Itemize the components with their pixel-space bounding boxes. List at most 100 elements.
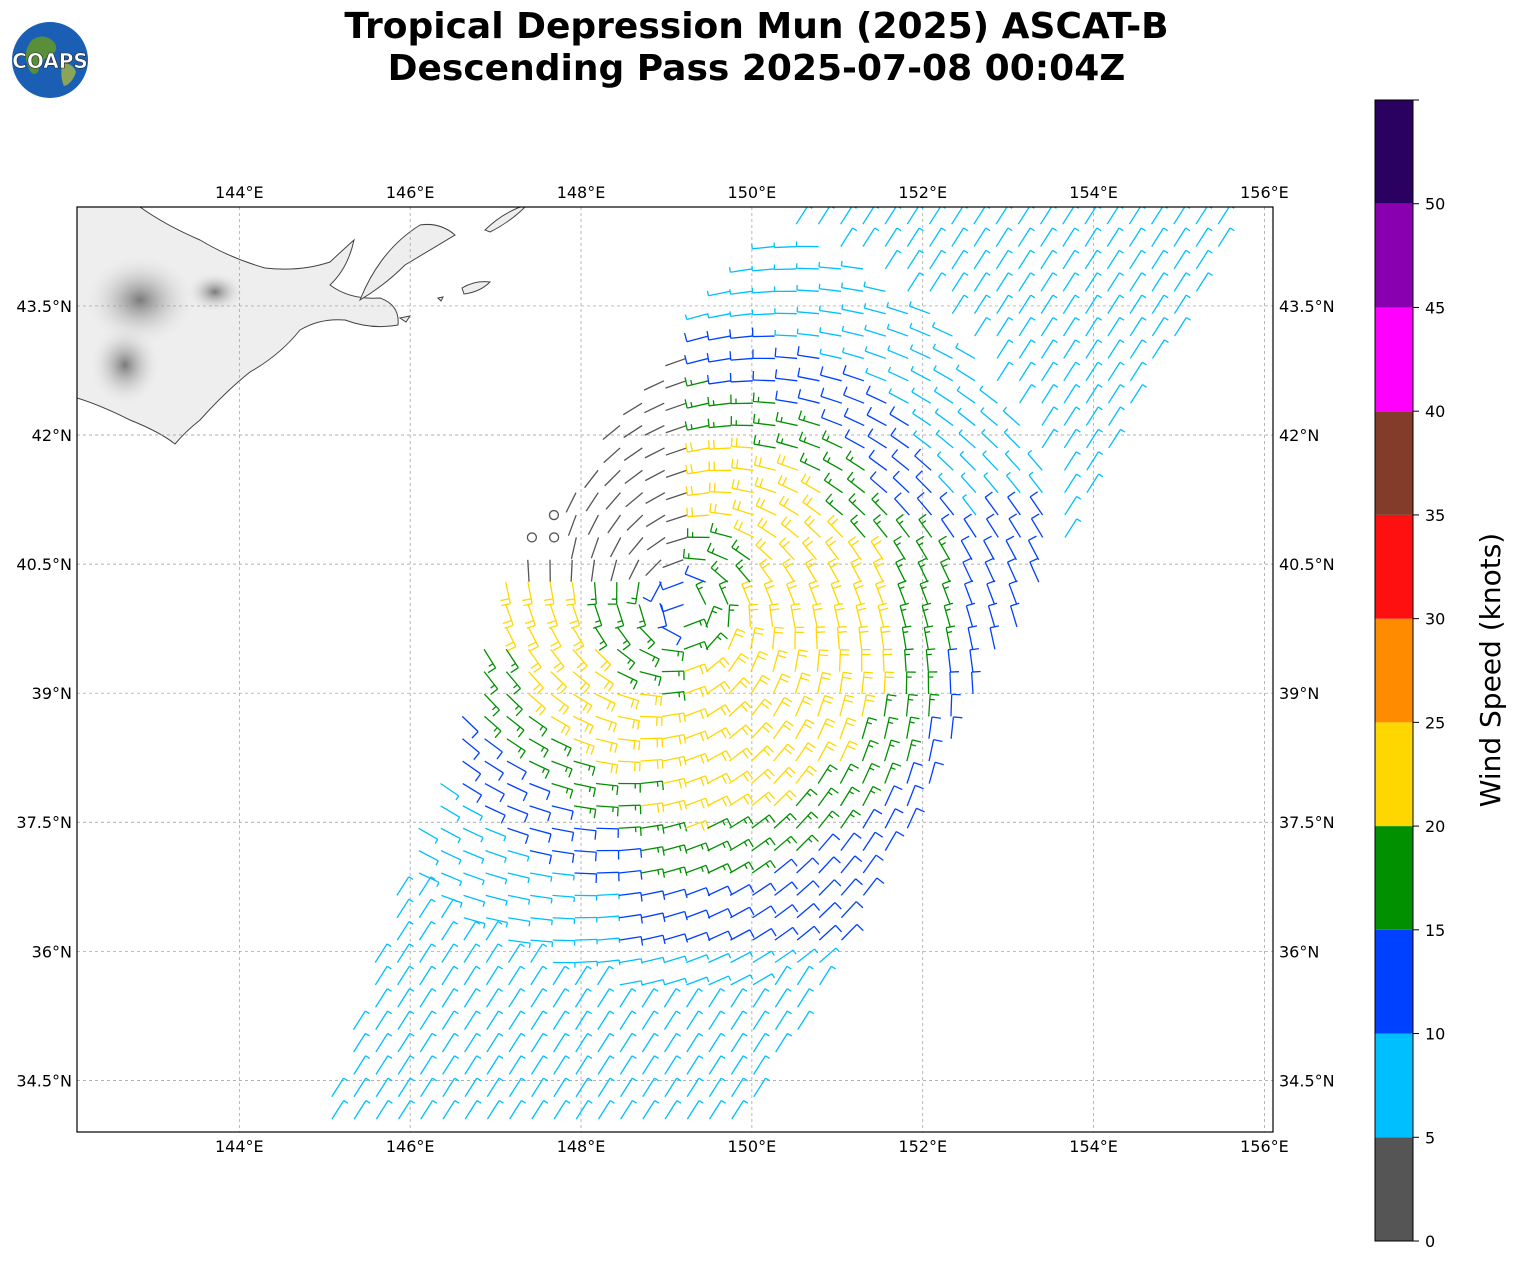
wind-barb xyxy=(843,407,865,427)
wind-barb xyxy=(565,582,576,606)
wind-barb xyxy=(1062,249,1080,270)
wind-barb xyxy=(751,882,777,896)
wind-barb xyxy=(949,671,959,695)
wind-barb xyxy=(708,461,732,472)
wind-barb xyxy=(752,988,770,1008)
wind-barb xyxy=(485,943,503,963)
wind-barb xyxy=(484,760,504,781)
wind-barb xyxy=(899,602,910,628)
lon-tick-label: 150°E xyxy=(728,1137,777,1156)
wind-barb xyxy=(594,648,612,672)
lon-tick-label: 148°E xyxy=(557,1137,606,1156)
wind-barb xyxy=(605,492,621,510)
wind-barb xyxy=(570,537,577,560)
wind-barb xyxy=(596,827,620,838)
wind-barb xyxy=(597,959,621,966)
wind-barb xyxy=(752,927,777,941)
wind-barb xyxy=(419,1010,437,1030)
wind-barb xyxy=(882,648,893,672)
wind-barb xyxy=(818,902,842,919)
wind-barb xyxy=(686,1077,704,1098)
wind-barb xyxy=(1040,316,1058,337)
wind-barb xyxy=(573,760,596,776)
wind-barb xyxy=(708,1077,726,1098)
wind-barb xyxy=(951,272,969,292)
wind-barb xyxy=(796,903,821,919)
wind-barb xyxy=(573,805,597,819)
lat-tick-label: 40.5°N xyxy=(1279,555,1335,574)
wind-barb xyxy=(1173,294,1191,315)
colorbar-label: Wind Speed (knots) xyxy=(1474,533,1507,807)
wind-barb xyxy=(1107,294,1125,315)
wind-barb xyxy=(928,738,943,762)
wind-barb xyxy=(597,988,615,1008)
wind-barb xyxy=(820,408,843,427)
wind-barb xyxy=(893,535,906,561)
wind-barb xyxy=(863,303,886,315)
wind-barb xyxy=(1018,294,1036,315)
wind-barb xyxy=(817,764,838,784)
wind-barb xyxy=(1028,471,1043,494)
wind-barb xyxy=(840,227,858,247)
wind-barb xyxy=(550,693,570,715)
wind-barb xyxy=(662,712,686,723)
wind-barb xyxy=(1005,471,1021,494)
wind-barb xyxy=(552,894,576,903)
wind-barb xyxy=(645,492,666,505)
map-gridlines xyxy=(77,207,1273,1132)
wind-barb xyxy=(731,458,754,471)
wind-barb xyxy=(1017,207,1035,225)
wind-barb xyxy=(728,677,751,695)
wind-barb xyxy=(616,648,636,671)
colorbar-bin xyxy=(1375,411,1413,515)
lat-tick-labels-left: 43.5°N 42°N 40.5°N 39°N 37.5°N 36°N 34.5°N xyxy=(16,297,72,1090)
wind-barb xyxy=(463,850,485,864)
wind-barb xyxy=(884,785,903,807)
wind-barb xyxy=(906,784,924,807)
wind-barb xyxy=(960,472,977,494)
wind-barb xyxy=(484,738,503,760)
wind-barb xyxy=(639,671,662,686)
wind-barb xyxy=(750,745,774,762)
wind-barb xyxy=(486,1032,504,1053)
wind-barb xyxy=(729,816,754,829)
wind-barb xyxy=(862,207,880,225)
wind-barb xyxy=(486,1099,504,1120)
wind-barb xyxy=(774,1010,792,1030)
wind-barb xyxy=(796,948,819,964)
wind-barb xyxy=(1130,384,1147,404)
wind-barb xyxy=(772,696,793,717)
wind-barb xyxy=(775,433,798,449)
wind-barb xyxy=(750,722,774,740)
wind-barb xyxy=(597,1077,615,1098)
wind-barb xyxy=(396,943,414,963)
wind-barb xyxy=(419,1055,437,1075)
wind-barb xyxy=(773,858,798,874)
wind-barb xyxy=(1129,339,1147,359)
lon-tick-labels-top: 144°E 146°E 148°E 150°E 152°E 154°E 156°E xyxy=(215,183,1289,202)
wind-barb xyxy=(846,471,866,494)
wind-barb xyxy=(1151,294,1169,315)
wind-barb xyxy=(531,1077,549,1098)
wind-barb xyxy=(1084,272,1102,292)
wind-barb xyxy=(665,402,687,412)
wind-barb xyxy=(552,939,576,946)
wind-barb xyxy=(709,503,732,516)
wind-barb xyxy=(575,1055,593,1075)
wind-barb xyxy=(985,513,999,538)
wind-barb xyxy=(1039,207,1057,225)
wind-barb xyxy=(572,648,588,673)
wind-barb xyxy=(755,497,777,516)
wind-barb xyxy=(973,207,991,225)
wind-barb xyxy=(464,1077,482,1098)
wind-barb xyxy=(728,267,753,273)
wind-barb xyxy=(795,811,819,829)
wind-barb xyxy=(1151,227,1169,247)
wind-barb xyxy=(797,988,814,1008)
wind-barb xyxy=(1128,207,1146,225)
wind-barb xyxy=(575,1077,593,1098)
wind-barb xyxy=(570,559,573,582)
wind-barb xyxy=(569,604,581,629)
wind-barb xyxy=(1029,491,1044,516)
